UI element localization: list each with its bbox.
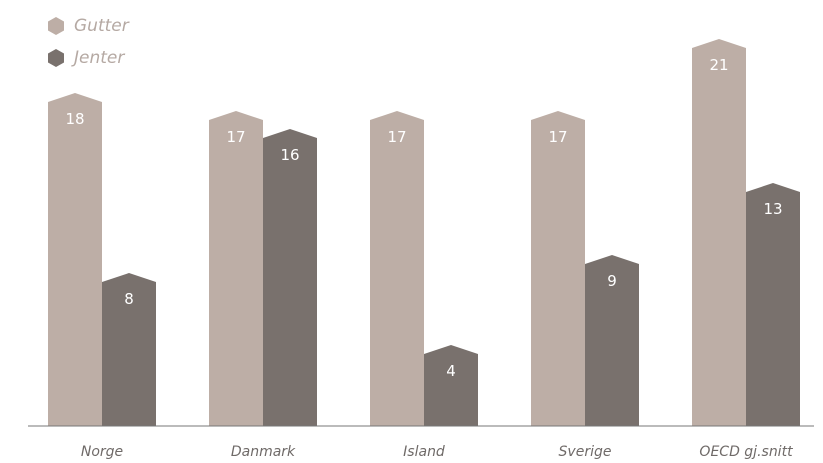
bar-gutter-oecd-gj-snitt [692,39,746,426]
value-label-jenter-sverige: 9 [607,272,617,290]
bar-jenter-oecd-gj-snitt [746,183,800,426]
bar-gutter-danmark [209,111,263,426]
legend-label-jenter: Jenter [74,48,125,68]
value-label-gutter-island: 17 [387,128,406,146]
bar-jenter-norge [102,273,156,426]
value-label-gutter-sverige: 17 [548,128,567,146]
bar-gutter-island [370,111,424,426]
gutter-hexagon-icon [48,17,64,35]
value-label-jenter-island: 4 [446,362,456,380]
legend-item-jenter: Jenter [46,42,129,74]
value-label-gutter-norge: 18 [65,110,84,128]
category-label-oecd-gj-snitt: OECD gj.snitt [699,444,793,459]
value-label-gutter-danmark: 17 [226,128,245,146]
value-label-jenter-danmark: 16 [280,146,299,164]
bar-jenter-island [424,345,478,426]
category-label-sverige: Sverige [559,444,612,459]
jenter-hexagon-icon [48,49,64,67]
value-label-jenter-norge: 8 [124,290,134,308]
legend-label-gutter: Gutter [74,16,129,36]
legend-item-gutter: Gutter [46,10,129,42]
category-label-island: Island [403,444,445,459]
gutter-swatch-shape [48,17,64,35]
value-label-gutter-oecd-gj-snitt: 21 [709,56,728,74]
bar-jenter-danmark [263,129,317,426]
bar-gutter-sverige [531,111,585,426]
bar-jenter-sverige [585,255,639,426]
value-label-jenter-oecd-gj-snitt: 13 [763,200,782,218]
legend: Gutter Jenter [46,10,129,74]
bar-gutter-norge [48,93,102,426]
category-label-danmark: Danmark [231,444,296,459]
category-label-norge: Norge [81,444,123,459]
jenter-swatch-shape [48,49,64,67]
